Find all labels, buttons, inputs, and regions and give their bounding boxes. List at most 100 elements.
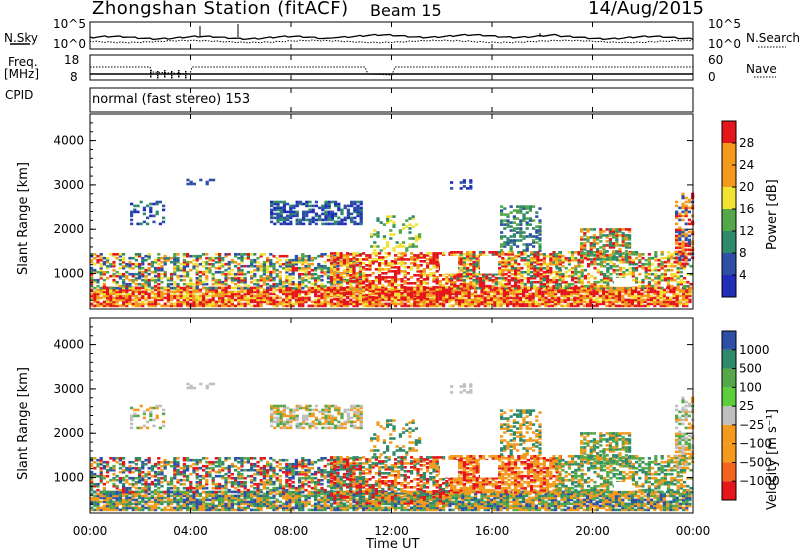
power-cell — [531, 302, 535, 306]
power-cell — [224, 304, 228, 308]
power-cell — [131, 304, 135, 308]
power-cell — [675, 260, 679, 264]
power-cell — [625, 260, 629, 264]
power-cell — [311, 204, 315, 208]
power-cell — [438, 290, 442, 293]
power-cell — [342, 256, 346, 259]
power-cell — [205, 276, 209, 280]
power-cell — [628, 262, 632, 266]
power-cell — [342, 304, 346, 308]
power-cell — [580, 284, 584, 288]
power-cell — [128, 300, 132, 304]
freq-dot — [178, 74, 180, 76]
power-cell — [307, 266, 311, 270]
power-cell — [536, 262, 540, 266]
power-cell — [327, 204, 331, 208]
power-cell — [262, 300, 266, 304]
power-cell — [510, 256, 514, 260]
power-cell — [558, 276, 562, 280]
power-cell — [294, 282, 298, 286]
power-cell — [96, 284, 100, 288]
power-cell — [564, 266, 568, 270]
power-cell — [459, 187, 463, 190]
power-cell — [681, 192, 685, 196]
power-cell — [397, 272, 401, 275]
power-cell — [416, 298, 420, 302]
power-cell — [413, 262, 417, 265]
power-cell — [365, 254, 369, 257]
power-cell — [538, 237, 542, 240]
power-cell — [122, 274, 126, 278]
power-cell — [275, 284, 279, 288]
power-cell — [574, 276, 578, 280]
power-cell — [195, 268, 199, 272]
power-cell — [577, 280, 581, 284]
power-cell — [259, 284, 263, 288]
power-cell — [323, 290, 327, 294]
power-cell — [256, 286, 260, 290]
power-cell — [573, 286, 577, 290]
power-cell — [547, 298, 551, 302]
power-cell — [670, 256, 674, 260]
power-cell — [298, 292, 302, 296]
velocity-cell — [179, 504, 183, 508]
power-cell — [523, 256, 527, 260]
power-cell — [536, 251, 540, 254]
power-cell — [115, 294, 119, 298]
power-cell — [333, 268, 337, 271]
velocity-cell — [96, 498, 100, 502]
power-cell — [138, 264, 142, 268]
power-cell — [657, 282, 661, 286]
power-cell — [387, 298, 391, 302]
power-cell — [256, 264, 260, 268]
power-cell — [669, 290, 673, 294]
power-cell — [631, 260, 635, 264]
power-cell — [278, 300, 282, 304]
power-cell — [673, 278, 677, 282]
power-cell — [205, 182, 209, 186]
power-cell — [192, 290, 196, 294]
power-cell — [276, 206, 280, 210]
power-cell — [195, 254, 199, 258]
power-cell — [389, 219, 393, 222]
power-cell — [301, 268, 305, 272]
velocity-cell — [115, 502, 119, 506]
power-cell — [422, 270, 426, 273]
freq-dot — [164, 72, 166, 74]
power-cell — [346, 278, 350, 282]
power-cell — [603, 284, 607, 288]
power-cell — [410, 282, 414, 285]
noise-ytick-bottom-left: 10^0 — [53, 37, 86, 51]
power-cell — [144, 280, 148, 284]
power-cell — [134, 302, 138, 306]
power-cell — [138, 270, 142, 274]
power-cell — [502, 302, 506, 306]
power-cell — [272, 262, 276, 266]
power-cell — [506, 239, 510, 242]
power-cell — [552, 280, 556, 284]
power-cell — [422, 300, 426, 304]
power-cell — [269, 296, 273, 300]
power-cell — [93, 292, 97, 296]
power-cell — [538, 249, 542, 252]
power-cell — [272, 302, 276, 306]
power-cell — [308, 208, 312, 212]
power-cell — [394, 258, 398, 261]
power-cell — [458, 302, 462, 306]
power-cell — [453, 282, 457, 286]
power-cell — [435, 276, 439, 279]
power-cell — [211, 264, 215, 268]
power-cell — [628, 246, 632, 249]
power-cell — [106, 304, 110, 308]
power-cell — [635, 276, 639, 280]
power-cell — [496, 288, 500, 292]
power-cell — [179, 292, 183, 296]
power-cell — [382, 223, 386, 226]
power-cell — [519, 227, 523, 230]
power-cell — [390, 288, 394, 292]
power-cell — [253, 300, 257, 304]
power-cell — [506, 221, 510, 224]
power-cell — [438, 282, 442, 285]
power-cell — [307, 258, 311, 262]
